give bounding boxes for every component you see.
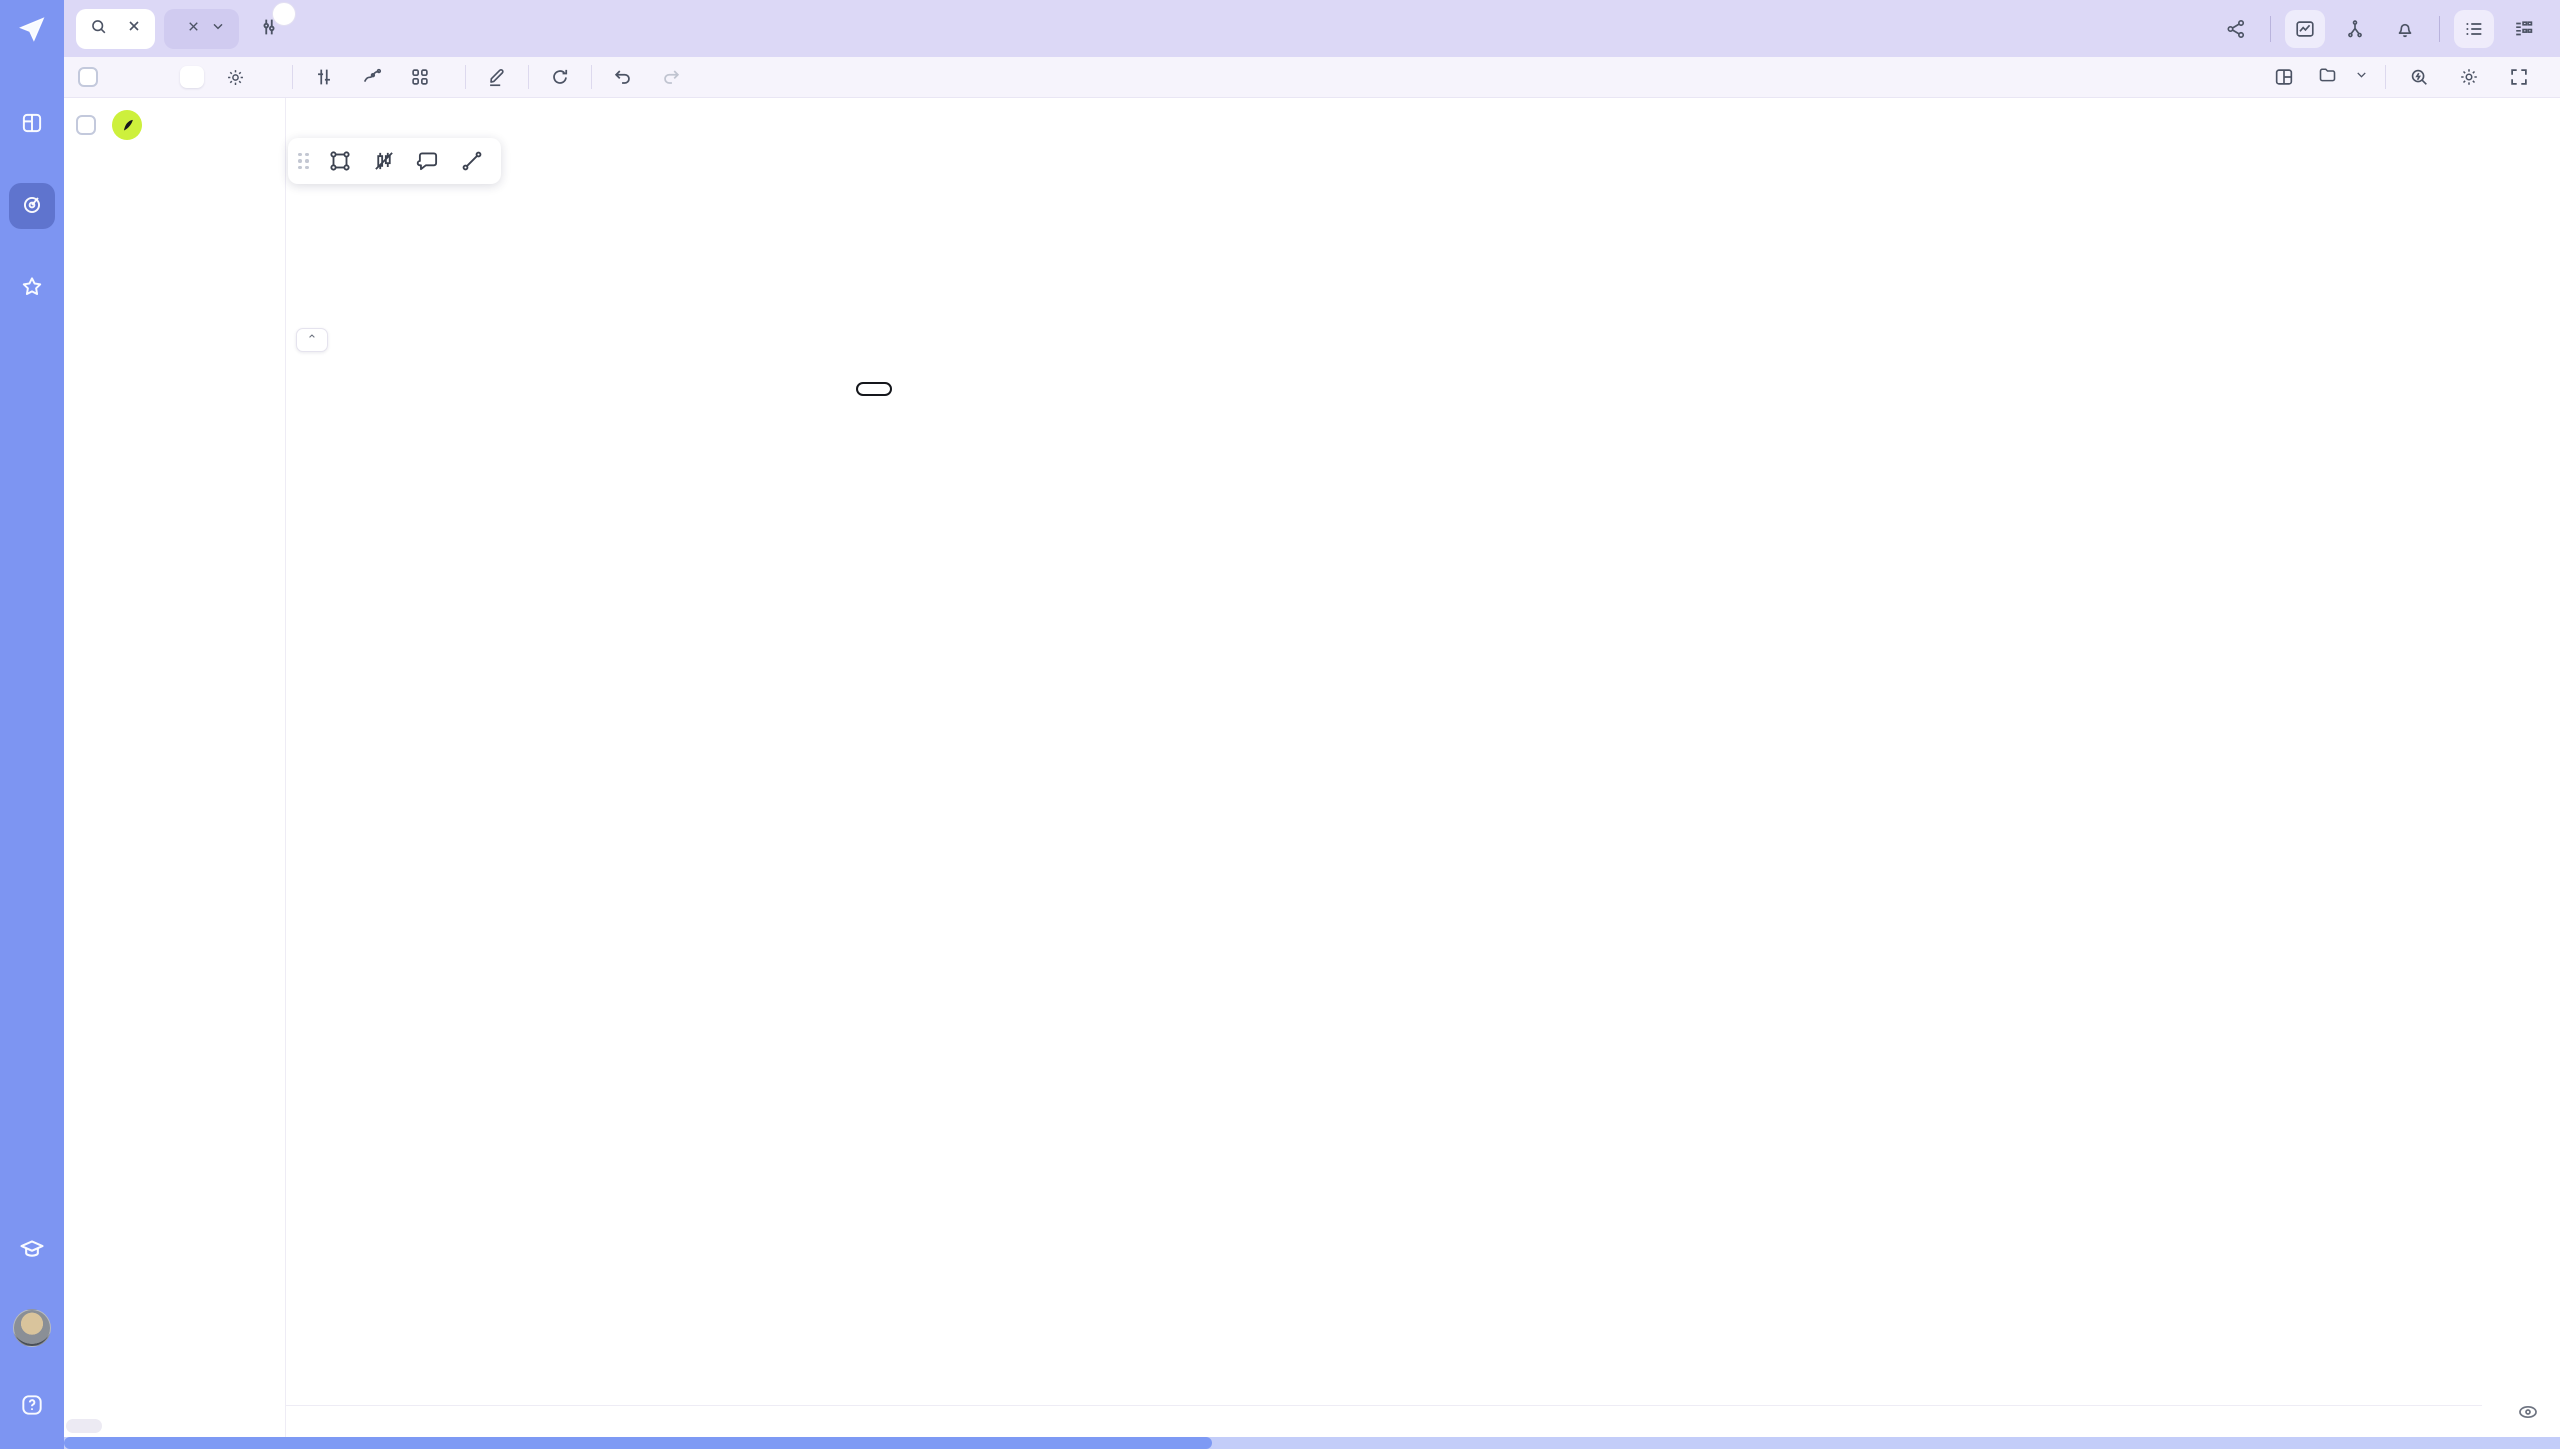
topbar-actions (2200, 9, 2560, 48)
chart-canvas[interactable] (286, 98, 2482, 1405)
chart-line-icon[interactable] (2285, 9, 2325, 48)
row-checkbox[interactable] (76, 115, 96, 135)
divider (465, 65, 466, 89)
main-area: ⌃ (64, 0, 2560, 1449)
rs-pane-legend (296, 106, 322, 126)
column-count-badge (180, 66, 204, 88)
price-pane-legend: ⌃ (296, 296, 328, 352)
list-view-icon[interactable] (2454, 9, 2494, 48)
window-layout-icon (19, 110, 45, 139)
drag-handle-icon[interactable] (298, 152, 309, 170)
time-axis[interactable] (286, 1405, 2482, 1435)
indicators-icon[interactable] (307, 60, 341, 94)
filter-count-badge (272, 1, 296, 26)
strategy-curve-icon[interactable] (355, 60, 389, 94)
divider (292, 65, 293, 89)
watchlist-row-hood[interactable] (64, 98, 285, 140)
horizontal-scrollbar[interactable] (64, 1437, 2560, 1449)
eye-icon[interactable] (2516, 1400, 2540, 1429)
robinhood-feather-icon (112, 110, 142, 140)
scrollbar-thumb[interactable] (64, 1437, 1213, 1449)
star-icon (19, 274, 45, 303)
undo-icon[interactable] (606, 60, 640, 94)
paper-plane-icon (17, 14, 47, 49)
folder-icon (2317, 64, 2338, 90)
help-question-icon (19, 1392, 45, 1421)
settings-gear-icon[interactable] (218, 60, 252, 94)
branch-icon[interactable] (2335, 10, 2375, 48)
chart-toolbar-right (2267, 60, 2546, 94)
candles-tool-icon[interactable] (365, 144, 403, 178)
refresh-icon[interactable] (543, 60, 577, 94)
expand-icon[interactable] (2502, 60, 2536, 94)
marker-pen-icon[interactable] (480, 60, 514, 94)
drawing-toolbar (288, 138, 501, 184)
rectangle-tool-icon[interactable] (321, 144, 359, 178)
chevron-down-icon (2354, 67, 2369, 87)
collapse-legend-button[interactable]: ⌃ (296, 328, 328, 352)
share-icon[interactable] (2216, 10, 2256, 48)
divider (528, 65, 529, 89)
layout-selector[interactable] (2317, 64, 2369, 90)
education-cap-icon (18, 1235, 46, 1266)
sidebar-item-screener[interactable] (9, 183, 55, 229)
grid-4-icon[interactable] (403, 60, 437, 94)
search-icon (89, 17, 108, 41)
close-icon[interactable] (186, 19, 201, 39)
target-icon (19, 192, 45, 221)
chart-panel: ⌃ (286, 98, 2560, 1449)
price-axis[interactable] (2482, 98, 2560, 1405)
divider (591, 65, 592, 89)
filter-button[interactable] (248, 1, 296, 49)
select-all-checkbox[interactable] (78, 67, 98, 87)
settings-gear-icon[interactable] (2452, 60, 2486, 94)
sidebar (0, 0, 64, 1449)
comment-tool-icon[interactable] (409, 144, 447, 178)
sidebar-item-education[interactable] (9, 1227, 55, 1273)
content: ⌃ (64, 98, 2560, 1449)
sidebar-item-favorites[interactable] (9, 265, 55, 311)
rmv-legend (296, 1238, 308, 1258)
watchlist-panel (64, 98, 286, 1449)
user-avatar[interactable] (13, 1309, 51, 1347)
panel-layout-icon[interactable] (2267, 60, 2301, 94)
grid-view-icon[interactable] (2504, 10, 2544, 48)
volume-legend (296, 1076, 318, 1096)
zoom-flash-icon[interactable] (2402, 60, 2436, 94)
divider (2385, 65, 2386, 89)
divider (2270, 15, 2271, 42)
bell-icon[interactable] (2385, 10, 2425, 48)
close-icon[interactable] (126, 18, 142, 39)
redo-icon[interactable] (654, 60, 688, 94)
sidebar-item-layout[interactable] (9, 101, 55, 147)
screen-selector[interactable] (164, 8, 239, 49)
chart-toolbar (64, 57, 2560, 98)
watchlist-tabs (316, 0, 2200, 57)
filter-sliders-icon (258, 16, 280, 41)
results-status (66, 1419, 102, 1433)
chevron-down-icon[interactable] (210, 18, 226, 39)
topbar (64, 0, 2560, 57)
trendline-tool-icon[interactable] (453, 144, 491, 178)
base-pivot-annotation[interactable] (856, 382, 892, 396)
sidebar-item-help[interactable] (9, 1383, 55, 1429)
divider (2439, 15, 2440, 42)
symbol-search[interactable] (76, 8, 155, 49)
